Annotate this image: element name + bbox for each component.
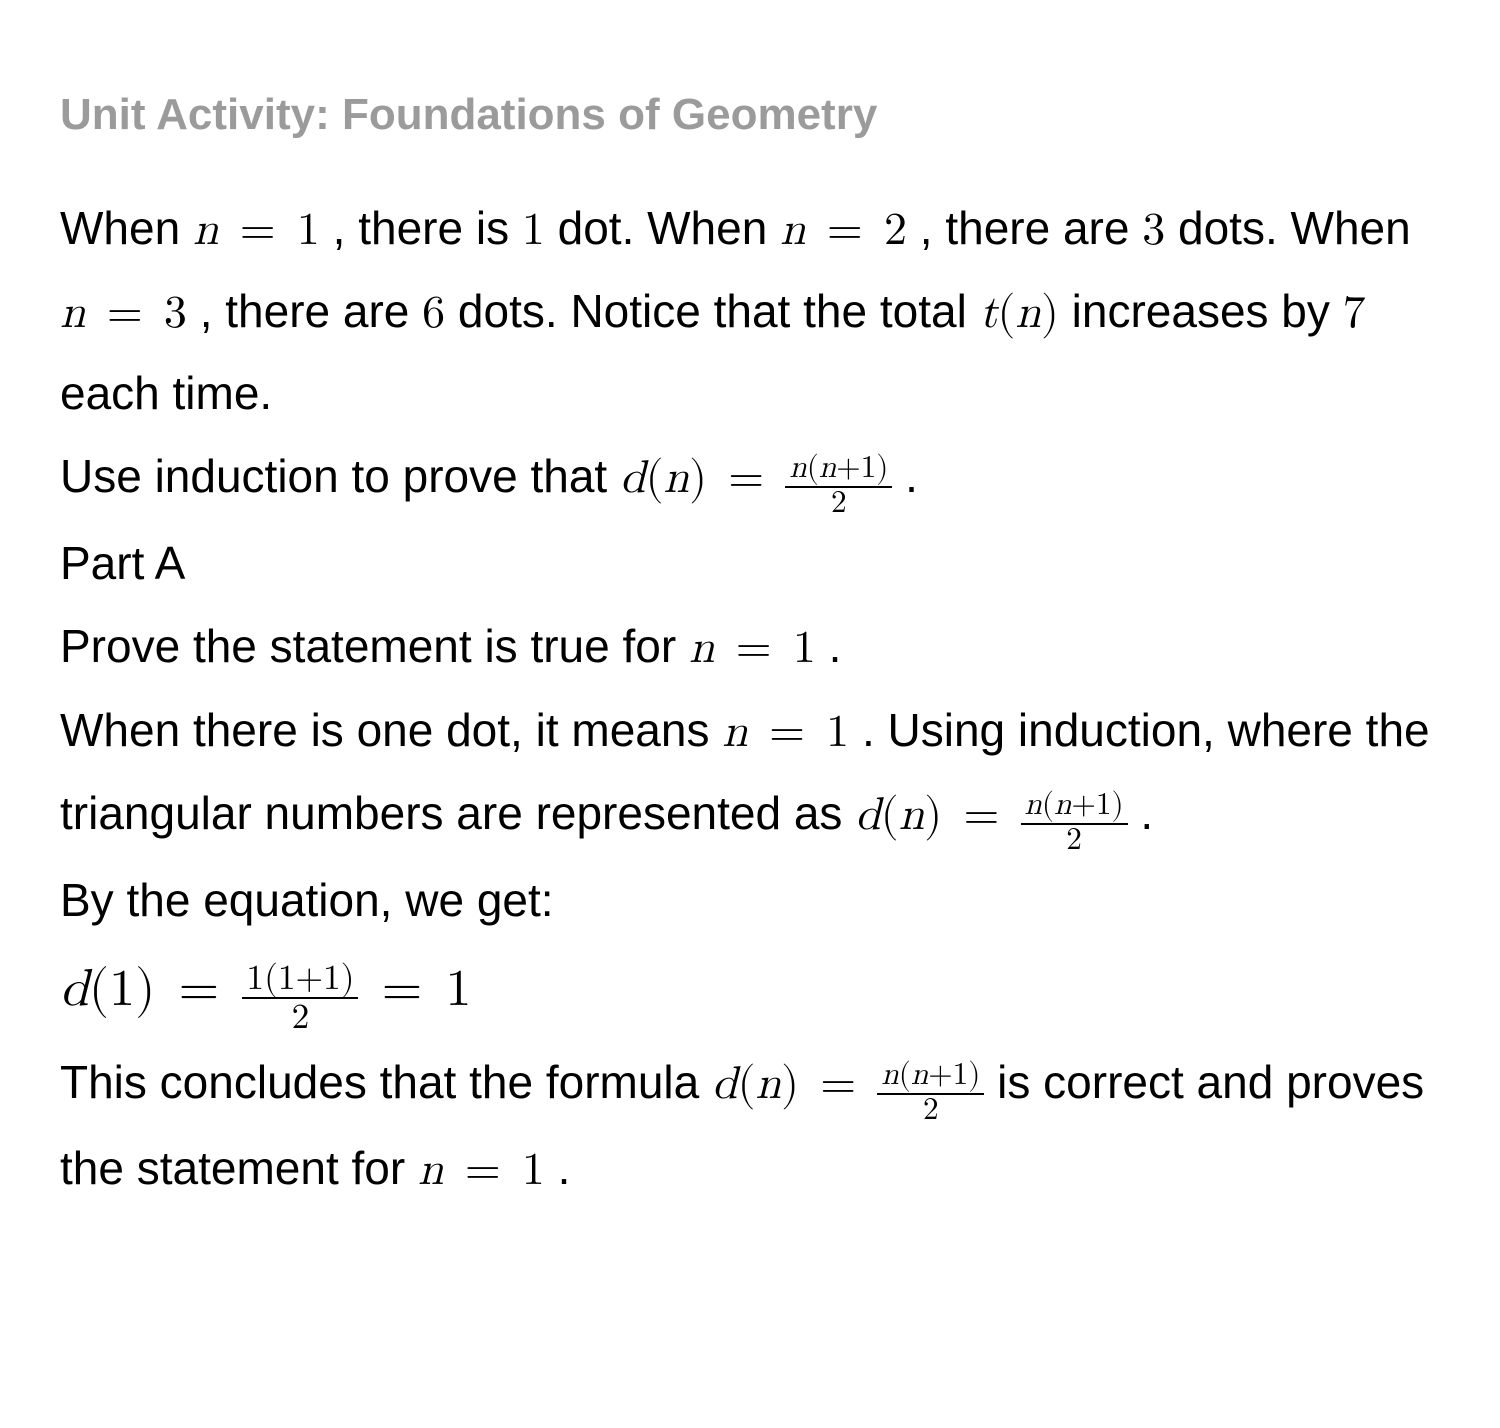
part-a-label: Part A (60, 523, 1440, 604)
conclusion: This concludes that the formula d(n) = n… (60, 1042, 1440, 1210)
math-7: 7 (1343, 290, 1366, 336)
text: Prove the statement is true for (60, 620, 689, 672)
math-6: 6 (422, 290, 445, 336)
text: , there are (907, 202, 1142, 254)
math-d-of-n-formula: d(n) = n(n+1)2 (855, 792, 1127, 838)
explanation-1: When there is one dot, it means n = 1 . … (60, 690, 1440, 858)
math-d-of-n-formula: d(n) = n(n+1)2 (620, 455, 892, 501)
text: dot. When (545, 202, 780, 254)
math-n-eq-3: n = 3 (60, 290, 187, 336)
text: , there are (187, 285, 422, 337)
fraction: n(n+1)2 (1021, 790, 1128, 858)
math-n-eq-2: n = 2 (780, 207, 907, 253)
math-3: 3 (1142, 207, 1165, 253)
math-n-eq-1: n = 1 (418, 1147, 545, 1193)
intro-paragraph: When n = 1 , there is 1 dot. When n = 2 … (60, 188, 1440, 434)
fraction: n(n+1)2 (877, 1060, 984, 1128)
document-body: When n = 1 , there is 1 dot. When n = 2 … (60, 188, 1440, 1210)
page-title: Unit Activity: Foundations of Geometry (60, 90, 1440, 140)
text: When there is one dot, it means (60, 704, 722, 756)
text: When (60, 202, 193, 254)
text: Use induction to prove that (60, 450, 620, 502)
text: dots. When (1165, 202, 1410, 254)
math-1: 1 (522, 207, 545, 253)
math-n-eq-1: n = 1 (193, 207, 320, 253)
text: . (545, 1142, 571, 1194)
fraction: 1(1+1)2 (242, 960, 358, 1036)
text: , there is (320, 202, 522, 254)
part-a-statement: Prove the statement is true for n = 1 . (60, 606, 1440, 689)
explanation-2: By the equation, we get: (60, 860, 1440, 941)
prove-paragraph: Use induction to prove that d(n) = n(n+1… (60, 436, 1440, 522)
text: . (892, 450, 918, 502)
text: dots. Notice that the total (445, 285, 979, 337)
math-n-eq-1: n = 1 (689, 625, 816, 671)
text: . (1128, 787, 1154, 839)
math-d-of-n-formula: d(n) = n(n+1)2 (712, 1061, 984, 1107)
text: This concludes that the formula (60, 1056, 712, 1108)
fraction: n(n+1)2 (785, 453, 892, 521)
math-t-of-n: t(n) (980, 290, 1059, 336)
text: each time. (60, 367, 272, 419)
math-n-eq-1: n = 1 (722, 709, 849, 755)
text: . (816, 620, 842, 672)
display-equation: d(1) = 1(1+1)2 = 1 (60, 943, 1440, 1043)
text: increases by (1059, 285, 1343, 337)
